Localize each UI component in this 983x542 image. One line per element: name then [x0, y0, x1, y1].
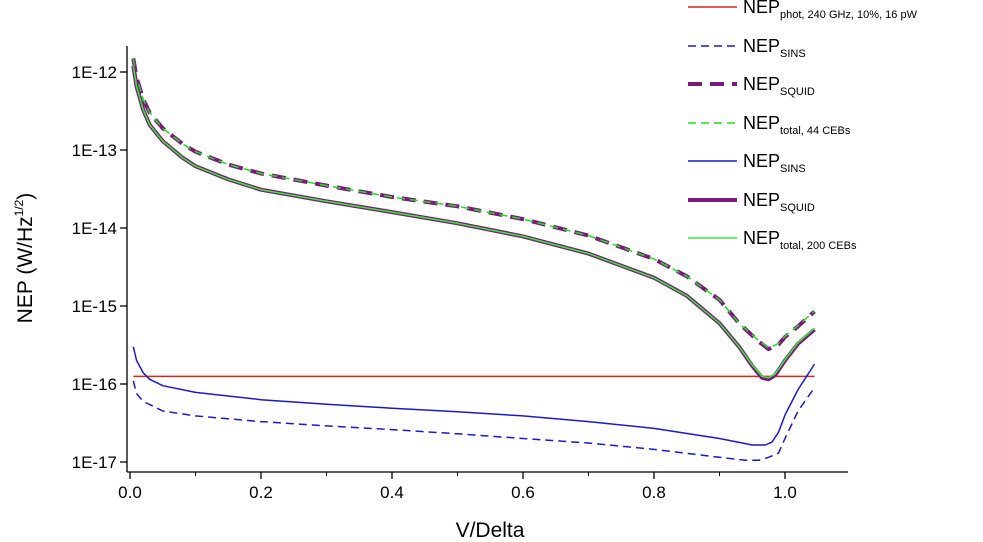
legend-label-sub: SINS [780, 48, 806, 60]
legend-entry: NEPSQUID [688, 74, 815, 98]
y-axis-label: NEP (W/Hz1/2) [12, 193, 37, 324]
y-tick-label: 1E-15 [72, 297, 117, 316]
legend: NEPphot, 240 GHz, 10%, 16 pWNEPSINSNEPSQ… [688, 0, 918, 252]
x-tick-label: 0.0 [118, 483, 142, 502]
legend-label-main: NEP [743, 74, 780, 94]
legend-label: NEPtotal, 44 CEBs [743, 113, 851, 137]
x-tick-label: 0.8 [642, 483, 666, 502]
y-axis-label-sup: 1/2 [12, 199, 26, 216]
legend-label-sub: SINS [780, 163, 806, 175]
legend-label: NEPSQUID [743, 74, 815, 98]
ticks-layer: 0.0 0.2 0.4 0.6 0.8 1.0 1E-12 1E-13 1E-14 1E-15 1E… [72, 63, 797, 502]
x-tick-label: 0.6 [511, 483, 535, 502]
series-line-nep-squid-solid [131, 65, 816, 382]
x-tick-label: 1.0 [773, 483, 797, 502]
legend-label-sub: SQUID [780, 86, 815, 98]
series-line-nep-total-44-cebs-dashed [132, 58, 815, 349]
legend-label: NEPtotal, 200 CEBs [743, 228, 857, 252]
legend-label: NEPphot, 240 GHz, 10%, 16 pW [743, 0, 918, 21]
x-tick-label: 0.4 [380, 483, 404, 502]
legend-label-main: NEP [743, 228, 780, 248]
y-axis-label-close: ) [14, 193, 37, 200]
legend-label-sub: total, 44 CEBs [780, 125, 851, 137]
y-tick-label: 1E-16 [72, 375, 117, 394]
legend-label-sub: phot, 240 GHz, 10%, 16 pW [780, 9, 918, 21]
y-tick-label: 1E-13 [72, 141, 117, 160]
legend-label-main: NEP [743, 151, 780, 171]
legend-label: NEPSQUID [743, 190, 815, 214]
series-line-nep-squid-dashed [131, 57, 816, 352]
legend-label-main: NEP [743, 36, 780, 56]
series-line-nep-total-200-cebs-solid [132, 65, 815, 379]
y-tick-label: 1E-17 [72, 453, 117, 472]
y-tick-label: 1E-14 [72, 219, 117, 238]
y-tick-label: 1E-12 [72, 63, 117, 82]
legend-label-main: NEP [743, 113, 780, 133]
legend-entry: NEPtotal, 44 CEBs [688, 113, 851, 137]
legend-label: NEPSINS [743, 36, 806, 60]
legend-entry: NEPphot, 240 GHz, 10%, 16 pW [688, 0, 918, 21]
legend-label-main: NEP [743, 0, 780, 17]
legend-entry: NEPSINS [688, 36, 806, 60]
legend-label: NEPSINS [743, 151, 806, 175]
x-axis-label: V/Delta [456, 519, 525, 542]
legend-label-sub: SQUID [780, 202, 815, 214]
legend-label-main: NEP [743, 190, 780, 210]
x-tick-label: 0.2 [249, 483, 273, 502]
y-axis-label-main: NEP (W/Hz [14, 216, 37, 323]
series-line-nep-sins-dashed [132, 380, 816, 462]
axes-layer [126, 46, 848, 473]
series-layer [131, 57, 816, 462]
legend-entry: NEPSINS [688, 151, 806, 175]
legend-entry: NEPSQUID [688, 190, 815, 214]
legend-entry: NEPtotal, 200 CEBs [688, 228, 857, 252]
series-line-nep-sins-solid [132, 346, 816, 446]
legend-label-sub: total, 200 CEBs [780, 240, 857, 252]
